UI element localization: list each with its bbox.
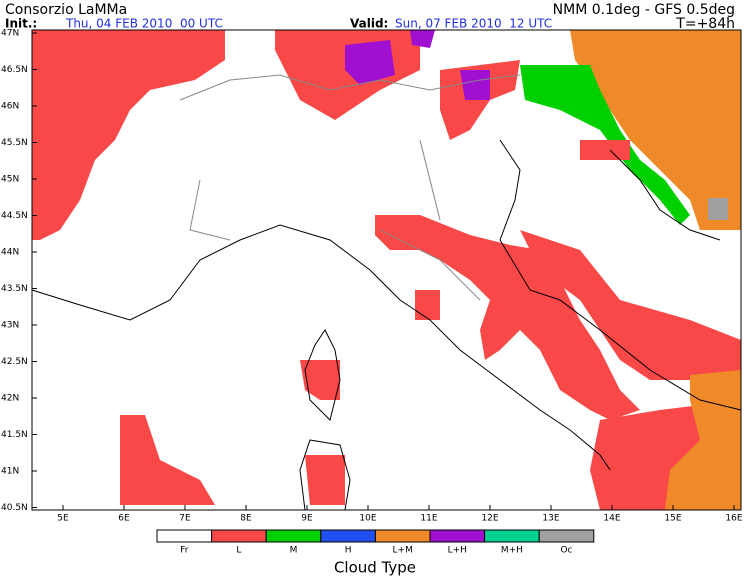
lon-label: 10E <box>359 514 376 524</box>
lat-label: 45.5N <box>1 138 28 148</box>
cloud-area <box>300 360 340 400</box>
cloud-area <box>32 30 225 240</box>
lat-label: 44N <box>1 248 19 258</box>
legend-label: Oc <box>560 546 572 556</box>
lat-label: 43N <box>1 321 19 331</box>
cloud-area <box>520 65 690 225</box>
title: Consorzio LaMMa <box>5 2 127 18</box>
legend-swatch <box>484 529 540 543</box>
lon-label: 14E <box>603 514 620 524</box>
init-value: Thu, 04 FEB 2010 00 UTC <box>65 17 223 31</box>
lat-label: 46N <box>1 102 19 112</box>
lat-label: 40.5N <box>1 503 28 513</box>
lat-label: 42N <box>1 394 19 404</box>
lon-label: 12E <box>481 514 498 524</box>
legend-swatch <box>156 529 213 543</box>
valid-value: Sun, 07 FEB 2010 12 UTC <box>395 17 552 31</box>
legend-swatch <box>265 529 322 543</box>
map-border <box>31 29 742 511</box>
init-label: Init.: <box>5 17 37 31</box>
legend-label: L+H <box>448 546 467 556</box>
legend-swatch <box>320 529 376 543</box>
cloud-area <box>120 415 215 505</box>
cloud-area <box>570 30 741 230</box>
lat-label: 47N <box>1 29 19 39</box>
lon-label: 7E <box>179 514 191 524</box>
valid-label: Valid: <box>350 17 388 31</box>
legend-label: L+M <box>393 546 413 556</box>
border <box>179 74 521 301</box>
coastline <box>609 149 721 241</box>
legend-label: L <box>236 546 241 556</box>
cloud-area <box>708 198 728 220</box>
cloud-area <box>520 230 741 380</box>
lat-label: 43.5N <box>1 284 28 294</box>
lat-label: 41N <box>1 467 19 477</box>
lead-time: T=+84h <box>675 16 735 32</box>
coastline <box>31 224 611 471</box>
legend-label: M <box>290 546 298 556</box>
legend-swatch <box>429 529 486 543</box>
lat-label: 42.5N <box>1 357 28 367</box>
lon-label: 6E <box>118 514 130 524</box>
cloud-area <box>460 70 490 100</box>
model: NMM 0.1deg - GFS 0.5deg <box>553 2 735 18</box>
cloud-area <box>580 140 630 160</box>
cloud-area <box>375 215 640 420</box>
corsica <box>304 329 341 421</box>
cloud-area <box>305 455 345 505</box>
legend-title: Cloud Type <box>334 559 416 577</box>
lon-label: 15E <box>664 514 681 524</box>
legend-label: Fr <box>180 546 189 556</box>
cloud-area <box>410 30 435 48</box>
cloud-area <box>415 290 440 320</box>
lon-label: 13E <box>542 514 559 524</box>
lat-label: 41.5N <box>1 430 28 440</box>
lon-label: 5E <box>57 514 69 524</box>
lat-label: 45N <box>1 175 19 185</box>
lat-label: 46.5N <box>1 65 28 75</box>
lon-label: 11E <box>420 514 437 524</box>
lon-label: 9E <box>301 514 313 524</box>
lon-label: 8E <box>240 514 252 524</box>
legend-label: M+H <box>501 546 523 556</box>
legend-swatch <box>374 529 431 543</box>
cloud-area <box>345 40 395 85</box>
legend-swatch <box>211 529 267 543</box>
legend-swatch <box>538 529 595 543</box>
coastline <box>499 139 742 411</box>
lat-label: 44.5N <box>1 211 28 221</box>
legend-label: H <box>345 546 352 556</box>
map <box>31 29 742 511</box>
lon-label: 16E <box>725 514 742 524</box>
